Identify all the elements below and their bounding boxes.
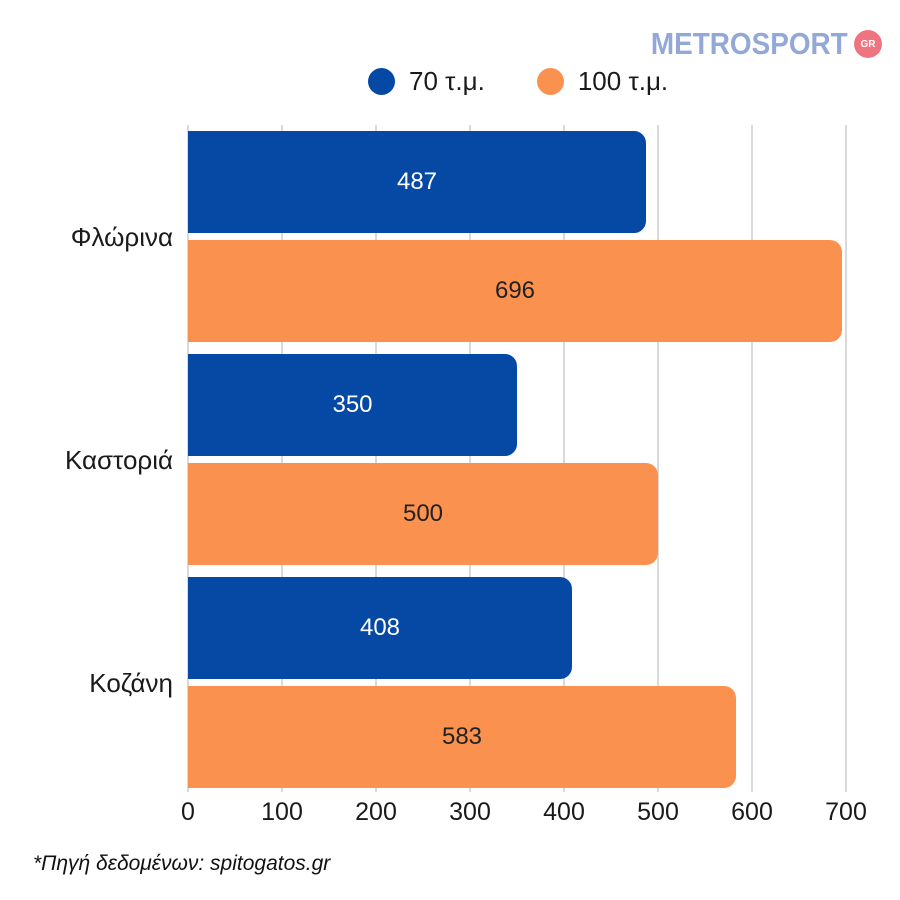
bar-Κοζάνη-70 τ.μ.: 408 [188,577,572,679]
x-tick-label-500: 500 [637,798,679,826]
bar-value-label: 583 [441,723,483,750]
bar-value-label: 696 [494,277,536,304]
logo-text: METROSPORT [651,26,848,61]
gridline-x-500 [657,125,659,792]
legend-label: 70 τ.μ. [409,66,485,96]
x-tick-label-600: 600 [731,798,773,826]
category-label-Καστοριά: Καστοριά [64,444,173,475]
legend-item-100sqm: 100 τ.μ. [536,66,669,97]
gridline-x-300 [469,125,471,792]
gridline-x-700 [845,125,847,792]
legend-dot-orange-icon [536,68,564,95]
bar-Φλώρινα-100 τ.μ.: 696 [188,240,842,342]
bar-value-label: 487 [396,168,438,195]
category-label-Κοζάνη: Κοζάνη [89,667,173,698]
bar-Καστοριά-70 τ.μ.: 350 [188,354,517,456]
legend-label: 100 τ.μ. [577,66,669,96]
legend-dot-blue-icon [368,68,395,95]
x-tick-label-200: 200 [355,798,397,826]
gridline-x-200 [375,125,377,792]
data-source-note: *Πηγή δεδομένων: spitogatos.gr [33,852,331,875]
chart-legend: 70 τ.μ. 100 τ.μ. [368,66,668,97]
category-label-Φλώρινα: Φλώρινα [70,221,173,252]
x-tick-label-700: 700 [825,798,867,826]
x-tick-label-400: 400 [543,798,585,826]
metrosport-logo: METROSPORT GR [629,26,882,62]
legend-item-70sqm: 70 τ.μ. [368,66,485,97]
gridline-x-600 [751,125,753,792]
bar-Καστοριά-100 τ.μ.: 500 [188,463,658,565]
bar-value-label: 500 [402,500,444,527]
x-tick-label-100: 100 [261,798,303,826]
gridline-x-400 [563,125,565,792]
logo-gr-badge-icon: GR [854,30,882,58]
x-tick-label-0: 0 [181,798,195,826]
bar-value-label: 350 [332,391,373,418]
x-tick-label-300: 300 [449,798,491,826]
gridline-x-0 [187,125,189,792]
bar-value-label: 408 [359,614,401,641]
bar-Κοζάνη-100 τ.μ.: 583 [188,686,736,788]
bar-Φλώρινα-70 τ.μ.: 487 [188,131,646,233]
gridline-x-100 [281,125,283,792]
